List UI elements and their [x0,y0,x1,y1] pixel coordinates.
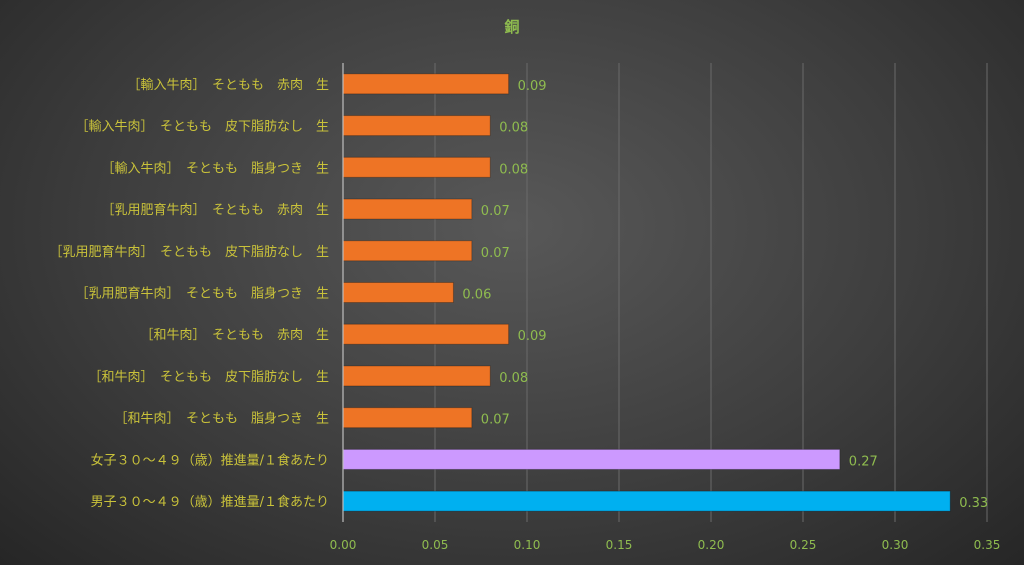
data-label: 0.08 [499,162,528,177]
category-label: ［輸入牛肉］ そともも 脂身つき 生 [101,160,329,176]
bar [342,282,454,303]
category-label: ［輸入牛肉］ そともも 皮下脂肪なし 生 [75,119,329,135]
category-label: ［乳用肥育牛肉］ そともも 皮下脂肪なし 生 [49,244,329,260]
x-tick-label: 0.35 [974,538,1001,552]
data-label: 0.06 [462,288,491,303]
bar [342,365,491,387]
bar [342,240,473,262]
data-label: 0.33 [959,496,988,511]
bar [342,490,951,512]
data-label: 0.08 [499,371,528,386]
x-tick-label: 0.20 [698,538,725,552]
bar [342,407,473,429]
category-label: 男子３０～４９（歳）推進量/１食あたり [91,494,329,510]
bar [342,448,841,470]
category-label: ［輸入牛肉］ そともも 赤肉 生 [127,78,329,93]
category-label: ［乳用肥育牛肉］ そともも 赤肉 生 [101,202,329,218]
bar [342,198,473,220]
data-label: 0.08 [499,121,528,136]
x-tick-label: 0.25 [790,538,817,552]
chart-title: 銅 [504,18,520,36]
data-label: 0.07 [481,204,510,219]
data-label: 0.07 [481,413,510,428]
category-label: 女子３０～４９（歳）推進量/１食あたり [91,452,329,468]
bar [342,156,491,178]
x-tick-label: 0.30 [882,538,909,552]
category-label: ［乳用肥育牛肉］ そともも 脂身つき 生 [75,286,329,302]
x-tick-label: 0.10 [514,538,541,552]
bar [342,73,510,95]
data-label: 0.09 [518,329,547,344]
bar [342,115,491,137]
category-label: ［和牛肉］ そともも 脂身つき 生 [114,411,329,427]
data-label: 0.27 [849,454,878,469]
x-tick-label: 0.15 [606,538,633,552]
data-label: 0.09 [518,79,547,94]
category-label: ［和牛肉］ そともも 赤肉 生 [140,328,329,343]
x-tick-label: 0.00 [330,538,357,552]
x-tick-label: 0.05 [422,538,449,552]
category-label: ［和牛肉］ そともも 皮下脂肪なし 生 [88,369,329,385]
data-label: 0.07 [481,246,510,261]
bar [342,323,510,345]
